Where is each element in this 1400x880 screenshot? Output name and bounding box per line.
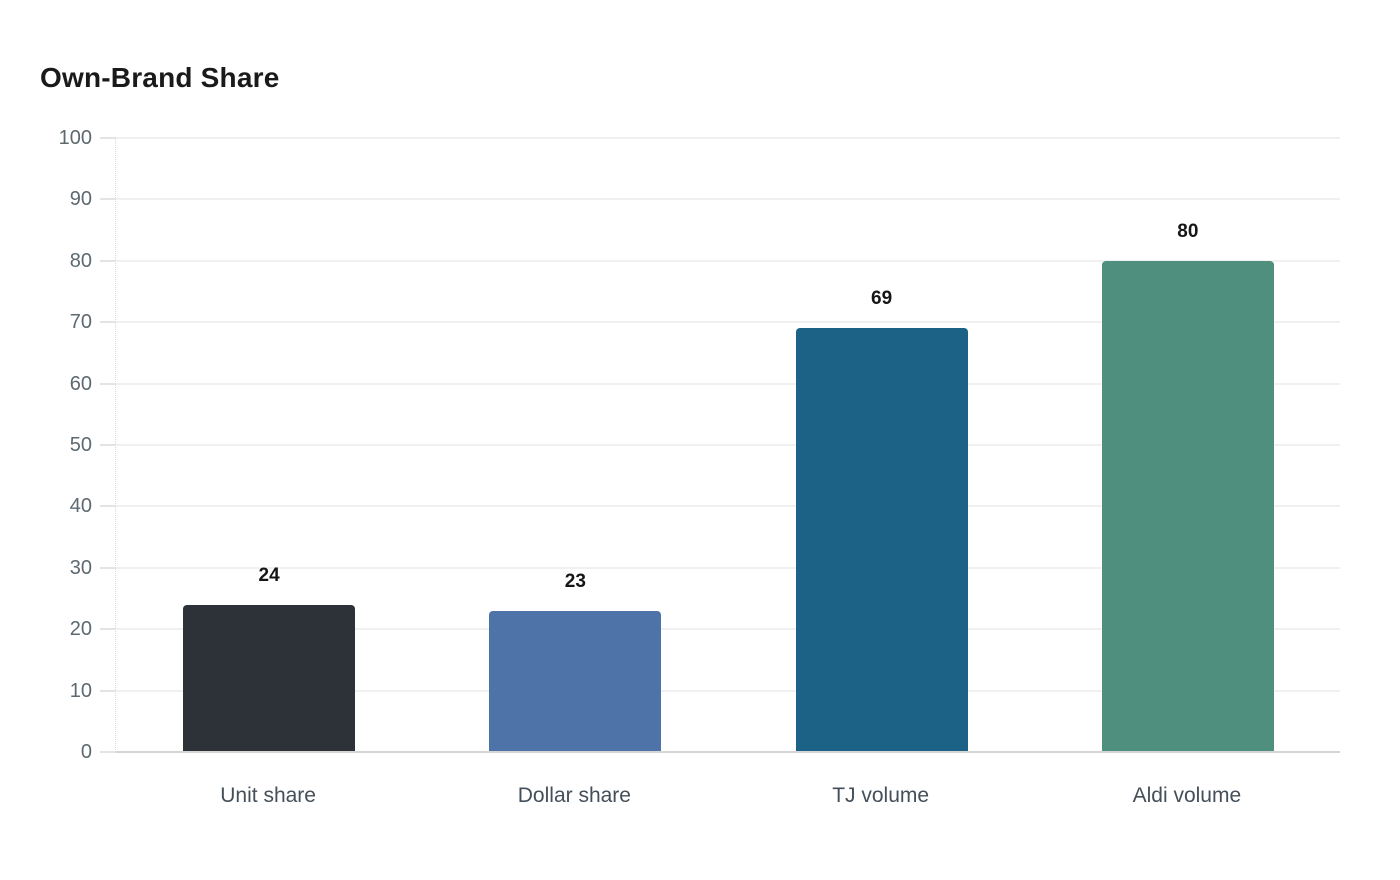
y-axis-tick-label: 40 [69,495,92,518]
y-axis-tick [100,198,116,201]
y-axis-tick-label: 10 [69,679,92,702]
y-axis-tick [100,259,116,262]
gridline [116,382,1340,385]
bar-value-label-aldi-volume: 80 [1177,220,1199,242]
gridline [116,198,1340,201]
y-axis-tick [100,628,116,631]
gridline [116,444,1340,446]
x-axis-label-unit-share: Unit share [220,784,316,807]
gridline [116,566,1340,569]
y-axis-tick [100,321,116,324]
y-axis-tick-label: 0 [80,741,92,763]
gridline [116,137,1340,139]
y-axis-tick-label: 100 [58,127,92,149]
gridline [116,628,1340,631]
gridline [116,321,1340,324]
x-axis-label-tj-volume: TJ volume [832,784,930,807]
gridline [116,505,1340,508]
bar-value-label-tj-volume: 69 [871,288,893,310]
y-axis-tick [100,382,116,385]
y-axis-tick-label: 60 [69,372,92,395]
bar-value-label-unit-share: 24 [258,564,280,586]
y-axis-tick-label: 30 [69,556,92,579]
bar-unit-share [183,604,356,752]
y-axis-tick [100,137,116,139]
plot-area: 24 23 69 80 [100,137,1340,753]
y-axis-tick [100,505,116,508]
gridline [116,259,1340,262]
gridline [116,689,1340,692]
bar-value-label-dollar-share: 23 [564,570,586,592]
x-axis-baseline [116,751,1340,753]
x-axis-label-aldi-volume: Aldi volume [1132,784,1242,807]
x-axis-label-dollar-share: Dollar share [517,784,631,807]
y-axis-tick-label: 20 [69,618,92,641]
bar-tj-volume [795,328,968,752]
bar-dollar-share [489,610,662,752]
y-axis-tick [100,689,116,692]
y-axis-tick [100,751,116,753]
bar-aldi-volume [1101,260,1274,752]
y-axis-tick-label: 80 [69,249,92,272]
y-axis-tick-label: 90 [69,188,92,211]
y-axis-tick [100,444,116,446]
y-axis-tick [100,566,116,569]
chart-title: Own-Brand Share [40,62,280,93]
y-axis-tick-label: 50 [69,434,92,456]
y-axis-tick-label: 70 [69,311,92,334]
